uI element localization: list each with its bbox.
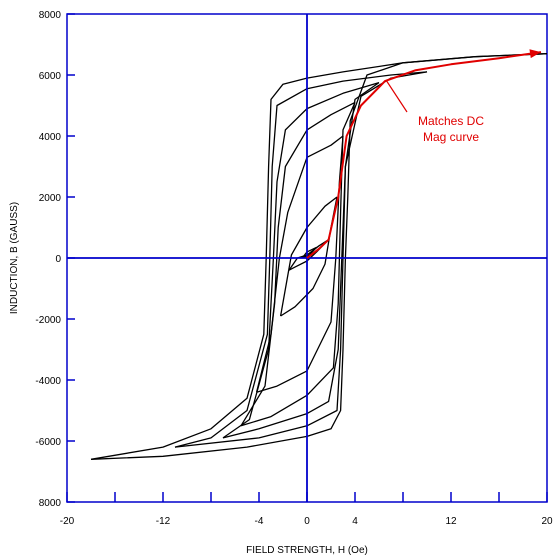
- x-tick-label: 20: [541, 516, 553, 527]
- y-tick-label: -2000: [35, 315, 61, 326]
- y-tick-label: 8000: [39, 498, 62, 509]
- y-axis-title: INDUCTION, B (GAUSS): [9, 202, 20, 314]
- x-tick-label: 12: [445, 516, 457, 527]
- y-tick-label: 8000: [39, 10, 62, 21]
- annotation-line-2: Mag curve: [423, 130, 479, 144]
- x-tick-label: 4: [352, 516, 358, 527]
- x-axis-title: FIELD STRENGTH, H (Oe): [246, 545, 368, 556]
- y-tick-label: 0: [55, 254, 61, 265]
- annotation-line-1: Matches DC: [418, 114, 484, 128]
- y-tick-label: -4000: [35, 376, 61, 387]
- y-tick-label: 2000: [39, 193, 62, 204]
- x-tick-label: -20: [60, 516, 75, 527]
- x-tick-label: -12: [156, 516, 171, 527]
- y-tick-label: 6000: [39, 71, 62, 82]
- y-tick-labels: 8000 -6000 -4000 -2000 0 2000 4000 6000 8000: [35, 10, 61, 509]
- y-tick-label: -6000: [35, 437, 61, 448]
- y-tick-label: 4000: [39, 132, 62, 143]
- x-tick-label: 0: [304, 516, 310, 527]
- x-tick-label: -4: [255, 516, 264, 527]
- x-tick-labels: -20 -12 -4 0 4 12 20: [60, 516, 553, 527]
